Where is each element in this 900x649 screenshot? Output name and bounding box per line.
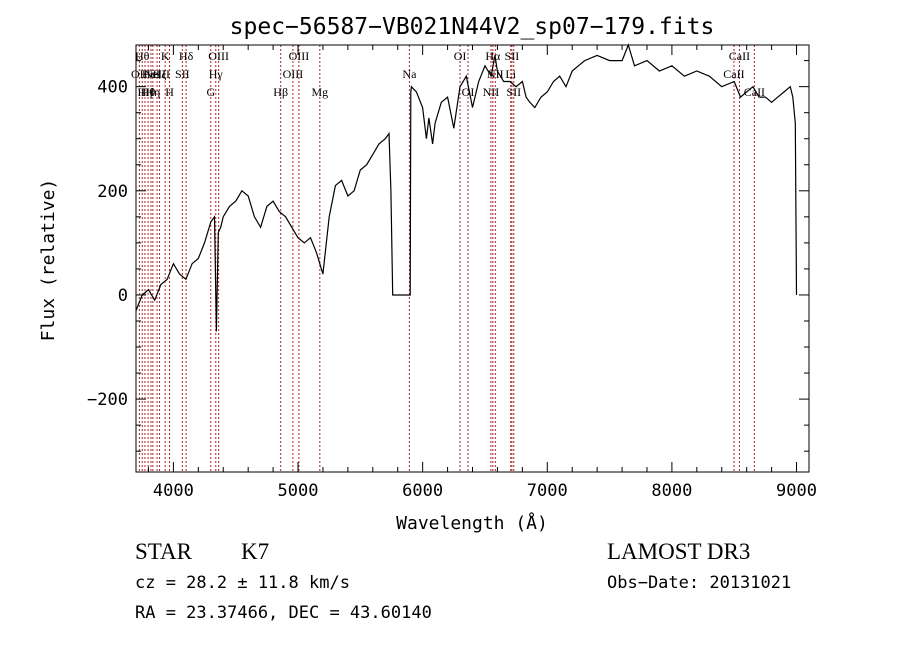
x-tick-label: 6000 xyxy=(402,481,443,501)
x-tick-label: 9000 xyxy=(776,481,817,501)
x-tick-label: 4000 xyxy=(153,481,194,501)
spectral-line-markers xyxy=(138,45,755,472)
object-subclass: K7 xyxy=(241,539,270,564)
sky-coordinates: RA = 23.37466, DEC = 43.60140 xyxy=(135,603,432,623)
line-marker-label-21: OI xyxy=(462,85,475,99)
y-tick-label: −200 xyxy=(87,390,128,410)
line-marker-label-15: Hβ xyxy=(273,85,288,99)
line-marker-label-17: OIII xyxy=(289,49,310,63)
line-marker-label-24: NII xyxy=(487,67,504,81)
line-marker-label-3: Hθ xyxy=(141,85,156,99)
line-marker-label-2: Hη xyxy=(137,85,152,99)
plot-frame xyxy=(135,44,810,473)
line-marker-label-28: CaII xyxy=(723,67,744,81)
line-marker-label-25: Li xyxy=(505,67,516,81)
line-marker-label-12: G xyxy=(206,85,215,99)
chart-title: spec−56587−VB021N44V2_sp07−179.fits xyxy=(230,14,715,40)
spectrum-line xyxy=(135,43,798,332)
y-tick-label: 0 xyxy=(118,286,128,306)
line-marker-label-19: Na xyxy=(402,67,417,81)
line-marker-label-23: Hα xyxy=(485,49,501,63)
x-tick-label: 5000 xyxy=(278,481,319,501)
object-class: STAR xyxy=(135,539,192,564)
line-marker-label-6: NeIII xyxy=(144,67,170,81)
line-marker-label-16: OIII xyxy=(283,67,304,81)
line-marker-label-20: OI xyxy=(454,49,467,63)
y-tick-label: 400 xyxy=(97,78,128,98)
y-tick-label: 200 xyxy=(97,182,128,202)
line-marker-label-10: SII xyxy=(175,67,190,81)
y-axis-tick-labels: −200 0 200 400 xyxy=(87,78,128,410)
line-marker-label-29: CaII xyxy=(729,49,750,63)
line-marker-label-5: Hη xyxy=(145,85,160,99)
line-marker-label-9: H xyxy=(165,85,174,99)
line-marker-label-22: NII xyxy=(483,85,500,99)
line-marker-label-11: Hδ xyxy=(179,49,194,63)
line-marker-label-7: Hζ xyxy=(153,67,167,81)
survey-name: LAMOST DR3 xyxy=(607,539,751,564)
redshift-cz: cz = 28.2 ± 11.8 km/s xyxy=(135,573,350,593)
y-axis-ticks xyxy=(136,60,809,452)
line-marker-label-18: Mg xyxy=(311,85,328,99)
line-marker-label-0: OII xyxy=(131,67,148,81)
line-marker-label-13: Hγ xyxy=(209,67,224,81)
line-marker-label-14: OIII xyxy=(208,49,229,63)
line-marker-label-30: CaII xyxy=(744,85,765,99)
line-marker-label-27: SII xyxy=(506,85,521,99)
line-marker-label-8: K xyxy=(161,49,170,63)
y-axis-label: Flux (relative) xyxy=(38,179,59,342)
line-marker-label-26: SII xyxy=(505,49,520,63)
x-tick-label: 8000 xyxy=(651,481,692,501)
x-axis-ticks xyxy=(147,45,798,472)
line-marker-label-1: Hθ xyxy=(135,49,150,63)
spectral-line-labels: OIIHθHηHθHeIHηNeIIIHζKHSIIHδGHγOIIIHβOII… xyxy=(131,49,765,99)
x-axis-label: Wavelength (Å) xyxy=(396,512,548,534)
x-tick-label: 7000 xyxy=(527,481,568,501)
observation-date: Obs−Date: 20131021 xyxy=(607,573,792,593)
line-marker-label-4: HeI xyxy=(142,67,160,81)
x-axis-tick-labels: 4000 5000 6000 7000 8000 9000 xyxy=(153,481,817,501)
